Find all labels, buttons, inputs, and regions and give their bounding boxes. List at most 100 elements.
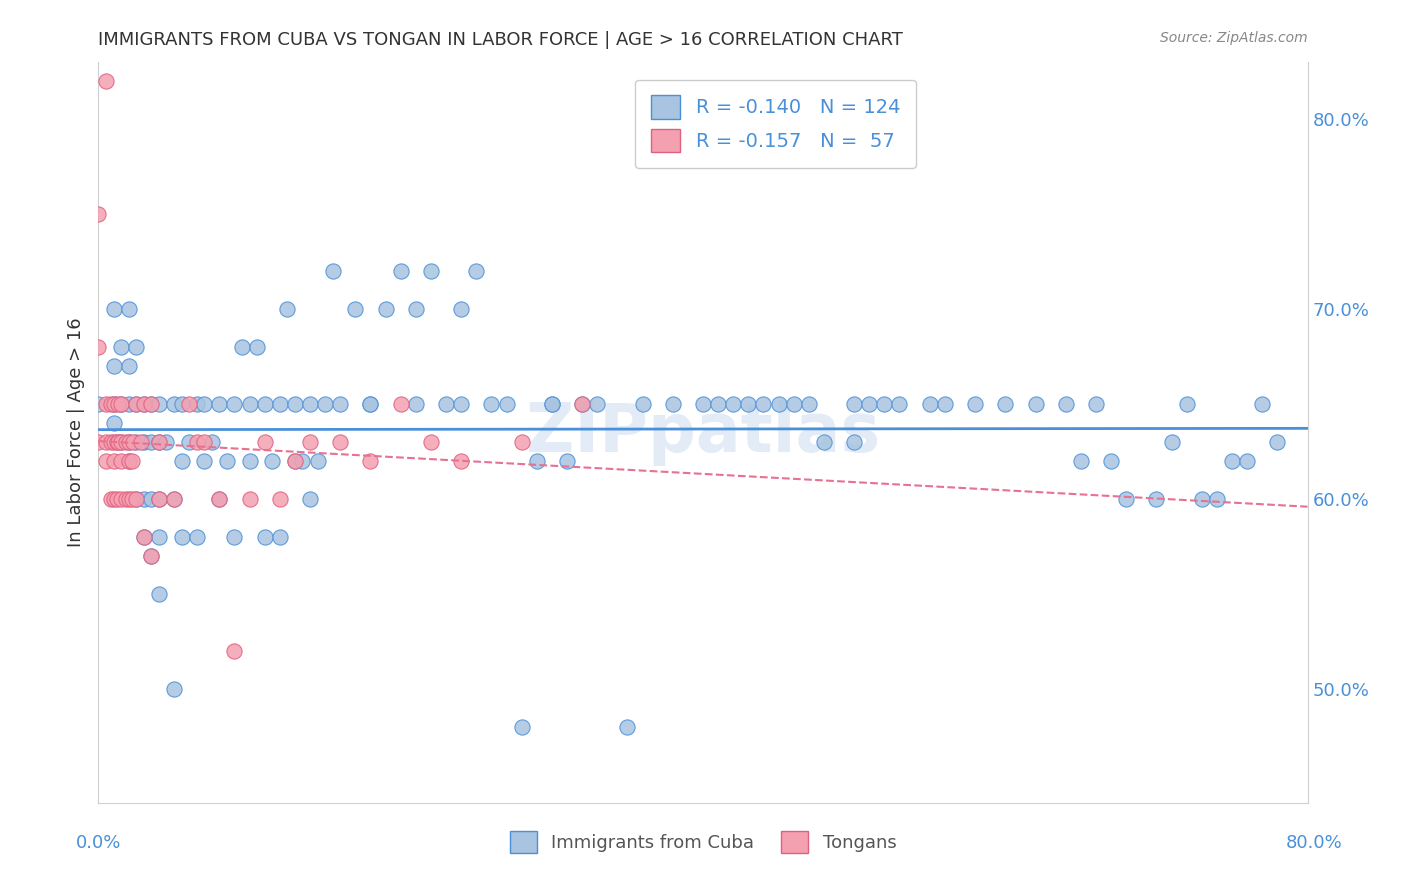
Point: [571, 397, 593, 411]
Point: [1267, 435, 1289, 450]
Point: [540, 397, 562, 411]
Point: [1054, 397, 1077, 411]
Point: [1191, 491, 1213, 506]
Point: [103, 359, 125, 374]
Point: [224, 530, 246, 544]
Point: [239, 397, 262, 411]
Point: [918, 397, 941, 411]
Point: [1024, 397, 1046, 411]
Point: [284, 454, 307, 468]
Point: [571, 397, 593, 411]
Point: [141, 397, 163, 411]
Point: [360, 397, 382, 411]
Point: [125, 435, 148, 450]
Point: [125, 397, 148, 411]
Point: [291, 454, 314, 468]
Point: [329, 397, 352, 411]
Point: [107, 397, 129, 411]
Point: [1115, 491, 1137, 506]
Point: [495, 397, 517, 411]
Point: [94, 454, 117, 468]
Point: [783, 397, 806, 411]
Point: [118, 435, 141, 450]
Point: [103, 435, 125, 450]
Point: [239, 454, 262, 468]
Point: [193, 397, 215, 411]
Point: [125, 491, 148, 506]
Point: [103, 302, 125, 317]
Point: [1251, 397, 1274, 411]
Point: [118, 397, 141, 411]
Point: [405, 397, 427, 411]
Point: [360, 454, 382, 468]
Point: [208, 491, 231, 506]
Point: [224, 397, 246, 411]
Point: [110, 397, 132, 411]
Point: [118, 302, 141, 317]
Point: [105, 435, 128, 450]
Point: [526, 454, 548, 468]
Point: [269, 491, 291, 506]
Point: [1144, 491, 1167, 506]
Point: [132, 530, 155, 544]
Point: [768, 397, 790, 411]
Point: [269, 530, 291, 544]
Text: 80.0%: 80.0%: [1286, 834, 1343, 852]
Point: [246, 340, 269, 354]
Point: [148, 435, 170, 450]
Point: [163, 491, 186, 506]
Point: [284, 397, 307, 411]
Legend: Immigrants from Cuba, Tongans: Immigrants from Cuba, Tongans: [502, 824, 904, 861]
Point: [1160, 435, 1182, 450]
Point: [148, 587, 170, 601]
Point: [510, 435, 533, 450]
Point: [141, 549, 163, 563]
Point: [844, 397, 866, 411]
Point: [450, 454, 472, 468]
Point: [224, 644, 246, 658]
Point: [269, 397, 291, 411]
Point: [1099, 454, 1122, 468]
Point: [450, 302, 472, 317]
Point: [299, 435, 322, 450]
Text: IMMIGRANTS FROM CUBA VS TONGAN IN LABOR FORCE | AGE > 16 CORRELATION CHART: IMMIGRANTS FROM CUBA VS TONGAN IN LABOR …: [98, 31, 903, 49]
Point: [105, 491, 128, 506]
Point: [344, 302, 367, 317]
Point: [1175, 397, 1198, 411]
Point: [100, 397, 122, 411]
Point: [965, 397, 987, 411]
Point: [121, 454, 143, 468]
Point: [1206, 491, 1229, 506]
Point: [103, 491, 125, 506]
Point: [114, 435, 136, 450]
Point: [132, 397, 155, 411]
Point: [1220, 454, 1243, 468]
Point: [87, 207, 110, 221]
Point: [94, 74, 117, 88]
Point: [186, 530, 208, 544]
Point: [813, 435, 835, 450]
Point: [121, 491, 143, 506]
Point: [100, 491, 122, 506]
Point: [540, 397, 562, 411]
Point: [215, 454, 238, 468]
Point: [307, 454, 329, 468]
Point: [692, 397, 714, 411]
Point: [132, 435, 155, 450]
Point: [555, 454, 578, 468]
Point: [299, 491, 322, 506]
Point: [231, 340, 253, 354]
Point: [118, 491, 141, 506]
Point: [420, 435, 443, 450]
Point: [208, 491, 231, 506]
Point: [405, 302, 427, 317]
Point: [1085, 397, 1108, 411]
Point: [155, 435, 177, 450]
Point: [889, 397, 911, 411]
Point: [132, 491, 155, 506]
Point: [87, 397, 110, 411]
Point: [110, 435, 132, 450]
Point: [434, 397, 457, 411]
Point: [797, 397, 820, 411]
Point: [186, 397, 208, 411]
